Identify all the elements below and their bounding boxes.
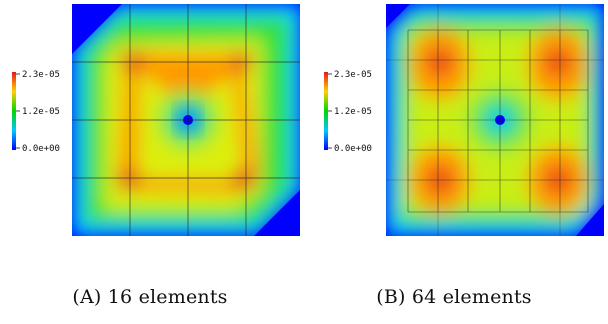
heatmap-plot-64-elements: 2.3e-05 1.2e-05 0.0e+00 (324, 4, 604, 236)
caption-b-text: 64 elements (411, 286, 532, 308)
colorbar-label-mid: 1.2e-05 (22, 107, 60, 117)
caption-a-letter: (A) (72, 286, 102, 308)
caption-b-letter: (B) (376, 286, 406, 308)
heatmap-plot-16-elements: 2.3e-05 1.2e-05 0.0e+00 (12, 4, 300, 236)
colorbar-label-min: 0.0e+00 (22, 144, 60, 154)
figure-panel-b: 2.3e-05 1.2e-05 0.0e+00 (304, 0, 604, 324)
caption-a: (A) 16 elements (0, 286, 300, 308)
figure-panel-a: 2.3e-05 1.2e-05 0.0e+00 (0, 0, 300, 324)
colorbar-label-min: 0.0e+00 (334, 144, 372, 154)
colorbar-label-max: 2.3e-05 (334, 70, 372, 80)
colorbar (324, 72, 328, 150)
caption-b: (B) 64 elements (304, 286, 604, 308)
colorbar-label-max: 2.3e-05 (22, 70, 60, 80)
caption-a-text: 16 elements (107, 286, 228, 308)
mesh-grid (72, 4, 300, 236)
colorbar-label-mid: 1.2e-05 (334, 107, 372, 117)
mesh-grid (386, 4, 604, 236)
colorbar (12, 72, 16, 150)
